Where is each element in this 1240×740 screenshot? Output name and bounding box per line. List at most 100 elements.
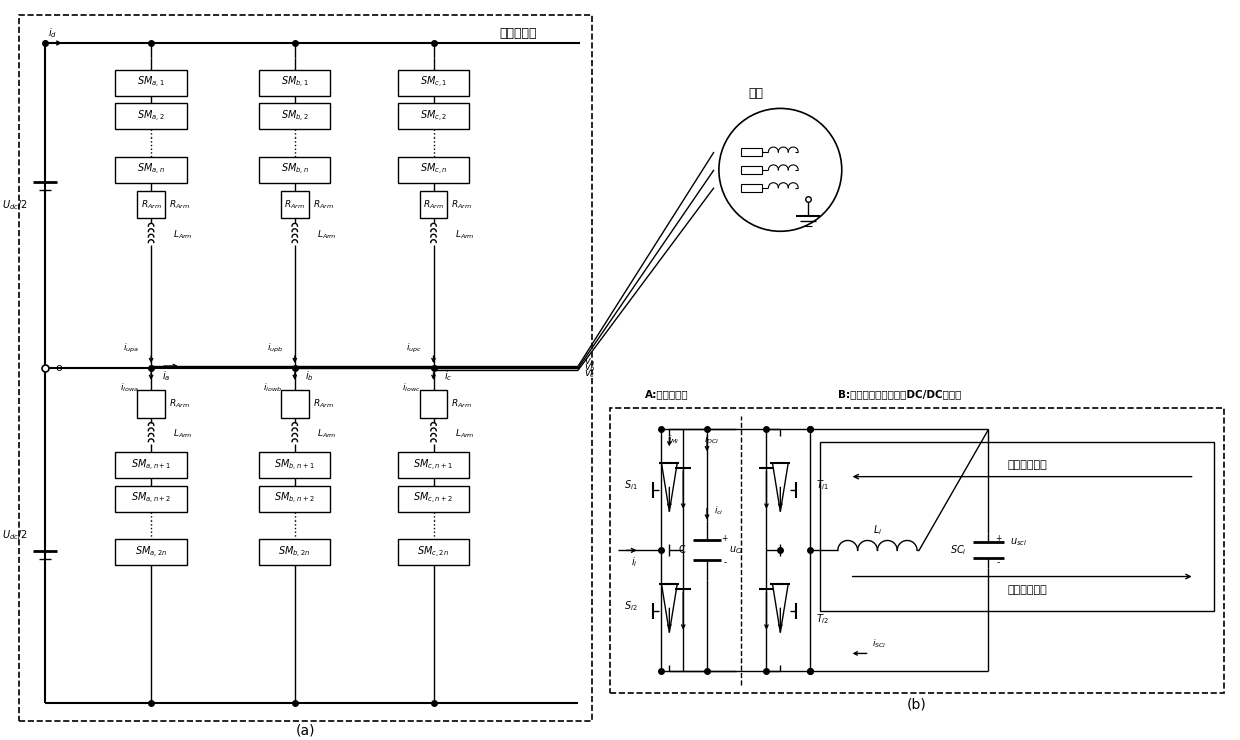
Text: $S_{i2}$: $S_{i2}$ (624, 599, 637, 613)
Bar (398, 486, 469, 512)
Text: $R_{Arm}$: $R_{Arm}$ (140, 198, 161, 211)
Bar (398, 157, 469, 183)
Bar (259, 157, 330, 183)
Text: $U_{dc}/2$: $U_{dc}/2$ (2, 528, 29, 542)
Bar (115, 70, 187, 95)
Text: $i_d$: $i_d$ (48, 26, 57, 40)
Text: $L_i$: $L_i$ (873, 524, 882, 537)
Text: $SM_{c,n}$: $SM_{c,n}$ (419, 162, 448, 178)
Bar (259, 104, 330, 130)
Text: $i_{SCi}$: $i_{SCi}$ (872, 637, 887, 650)
Text: $i_{lowa}$: $i_{lowa}$ (120, 382, 139, 394)
Text: o: o (55, 363, 62, 373)
Bar (259, 452, 330, 478)
Text: A:传统子模块: A:传统子模块 (645, 388, 688, 399)
Text: 反向能量流动: 反向能量流动 (1007, 585, 1047, 596)
Text: $L_{Arm}$: $L_{Arm}$ (316, 228, 336, 240)
Text: $SM_{c,2n}$: $SM_{c,2n}$ (418, 545, 450, 560)
Text: $i_{a}$: $i_{a}$ (161, 369, 170, 383)
Text: $R_{Arm}$: $R_{Arm}$ (169, 397, 190, 410)
Bar (398, 452, 469, 478)
Text: +: + (996, 534, 1002, 543)
Text: $u_{Ci}$: $u_{Ci}$ (729, 545, 744, 556)
Text: $SM_{b,n+1}$: $SM_{b,n+1}$ (274, 457, 315, 473)
Text: $T_{i1}$: $T_{i1}$ (816, 478, 830, 492)
Text: $U_{dc}/2$: $U_{dc}/2$ (2, 198, 29, 212)
Text: $L_{Arm}$: $L_{Arm}$ (172, 427, 192, 440)
Bar (115, 452, 187, 478)
Text: $SM_{a,2n}$: $SM_{a,2n}$ (135, 545, 167, 560)
Bar (115, 104, 187, 130)
Bar (398, 104, 469, 130)
Text: C: C (678, 545, 686, 556)
Text: $R_{Arm}$: $R_{Arm}$ (423, 198, 444, 211)
Bar (740, 184, 763, 192)
Text: $S_{i1}$: $S_{i1}$ (624, 478, 637, 492)
Text: $SM_{a,n+2}$: $SM_{a,n+2}$ (130, 491, 171, 506)
Text: 功率主电路: 功率主电路 (498, 27, 537, 40)
Text: $v_c$: $v_c$ (584, 368, 595, 380)
Text: $SM_{a,n}$: $SM_{a,n}$ (138, 162, 165, 178)
Text: $T_{i2}$: $T_{i2}$ (816, 612, 830, 625)
Text: $SM_{c,1}$: $SM_{c,1}$ (420, 75, 448, 90)
Bar (259, 486, 330, 512)
Text: $L_{Arm}$: $L_{Arm}$ (172, 228, 192, 240)
Bar (138, 191, 165, 218)
Text: $SM_{b,2n}$: $SM_{b,2n}$ (279, 545, 311, 560)
Text: $SM_{c,2}$: $SM_{c,2}$ (420, 109, 448, 124)
Text: $SC_i$: $SC_i$ (950, 543, 967, 557)
Text: +: + (722, 534, 728, 543)
Text: $SM_{b,1}$: $SM_{b,1}$ (280, 75, 309, 90)
Bar (419, 390, 448, 417)
Text: $R_{Arm}$: $R_{Arm}$ (451, 397, 472, 410)
Text: $i_{lowc}$: $i_{lowc}$ (402, 382, 422, 394)
Text: $L_{Arm}$: $L_{Arm}$ (455, 228, 475, 240)
Text: $i_{c}$: $i_{c}$ (444, 369, 453, 383)
Text: $i_{upc}$: $i_{upc}$ (405, 342, 422, 354)
Text: $L_{Arm}$: $L_{Arm}$ (455, 427, 475, 440)
Text: B:超级电容储能型双向DC/DC变换器: B:超级电容储能型双向DC/DC变换器 (837, 388, 961, 399)
Text: -: - (997, 558, 999, 567)
Text: $SM_{a,2}$: $SM_{a,2}$ (138, 109, 165, 124)
Bar (138, 390, 165, 417)
Text: $L_{Arm}$: $L_{Arm}$ (316, 427, 336, 440)
Text: (b): (b) (908, 698, 928, 712)
Bar (398, 70, 469, 95)
Text: $i_i$: $i_i$ (631, 555, 637, 569)
Text: $SM_{a,1}$: $SM_{a,1}$ (138, 75, 165, 90)
Text: 正向能量流动: 正向能量流动 (1007, 460, 1047, 470)
Text: $R_{Arm}$: $R_{Arm}$ (312, 397, 334, 410)
Text: $i_{upa}$: $i_{upa}$ (123, 342, 139, 354)
Bar (820, 443, 1214, 610)
Text: $i_{upb}$: $i_{upb}$ (267, 342, 283, 354)
Text: (a): (a) (296, 724, 315, 738)
Bar (419, 191, 448, 218)
Text: $i_{b}$: $i_{b}$ (305, 369, 314, 383)
Text: 负载: 负载 (748, 87, 763, 100)
Text: $i_{DCi}$: $i_{DCi}$ (704, 433, 719, 445)
Bar (115, 157, 187, 183)
Text: $i_{Mi}$: $i_{Mi}$ (668, 433, 680, 445)
Text: $i_{ci}$: $i_{ci}$ (714, 505, 724, 517)
Bar (259, 539, 330, 565)
Bar (740, 148, 763, 156)
Text: $R_{Arm}$: $R_{Arm}$ (312, 198, 334, 211)
Bar (259, 70, 330, 95)
Text: $u_{sci}$: $u_{sci}$ (1011, 536, 1028, 548)
Text: $v_a$: $v_a$ (584, 356, 595, 368)
Text: $R_{Arm}$: $R_{Arm}$ (169, 198, 190, 211)
Bar (740, 166, 763, 174)
Bar (281, 390, 309, 417)
Text: $v_b$: $v_b$ (584, 362, 596, 374)
Text: $R_{Arm}$: $R_{Arm}$ (284, 198, 305, 211)
Text: $SM_{c,n+1}$: $SM_{c,n+1}$ (413, 457, 454, 473)
Bar (20, 16, 591, 721)
Bar (115, 539, 187, 565)
Bar (398, 539, 469, 565)
Text: $SM_{b,2}$: $SM_{b,2}$ (280, 109, 309, 124)
Text: $SM_{b,n}$: $SM_{b,n}$ (280, 162, 309, 178)
Bar (610, 408, 1224, 693)
Text: $SM_{a,n+1}$: $SM_{a,n+1}$ (130, 457, 171, 473)
Text: $SM_{b,n+2}$: $SM_{b,n+2}$ (274, 491, 315, 506)
Text: $i_{lowb}$: $i_{lowb}$ (263, 382, 283, 394)
